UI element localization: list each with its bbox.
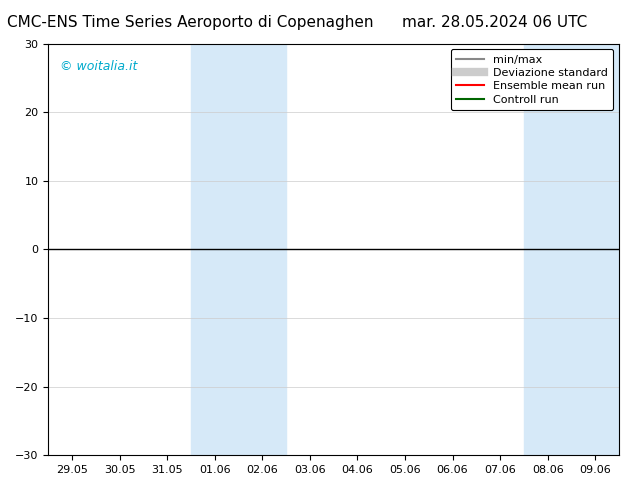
Text: © woitalia.it: © woitalia.it: [60, 60, 137, 73]
Text: CMC-ENS Time Series Aeroporto di Copenaghen: CMC-ENS Time Series Aeroporto di Copenag…: [7, 15, 373, 30]
Text: mar. 28.05.2024 06 UTC: mar. 28.05.2024 06 UTC: [402, 15, 587, 30]
Legend: min/max, Deviazione standard, Ensemble mean run, Controll run: min/max, Deviazione standard, Ensemble m…: [451, 49, 614, 110]
Bar: [191, 44, 286, 455]
Bar: [524, 44, 619, 455]
